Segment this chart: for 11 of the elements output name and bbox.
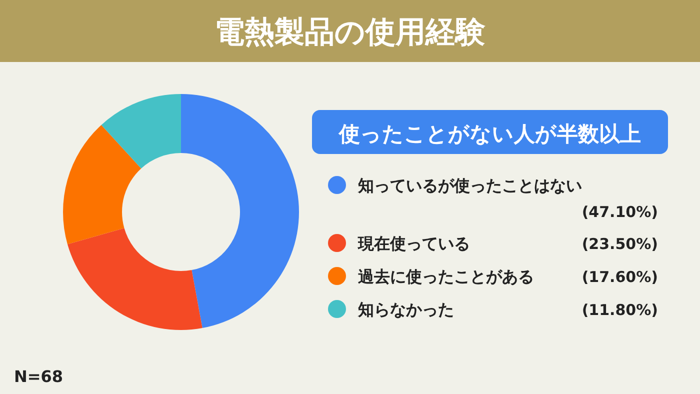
legend-label: 過去に使ったことがある xyxy=(357,267,534,286)
data-label: (17.60%) xyxy=(582,268,658,286)
text: 使ったことがない人が半数以上 xyxy=(338,122,641,146)
data-label: (23.50%) xyxy=(582,235,658,253)
data-label: (11.80%) xyxy=(582,301,658,319)
data-label: (47.10%) xyxy=(582,203,658,221)
legend-label: 知っているが使ったことはない xyxy=(357,176,582,195)
chart-title: 電熱製品の使用経験 xyxy=(214,15,486,50)
legend-label: 知らなかった xyxy=(357,300,454,319)
text: N=68 xyxy=(14,367,64,386)
legend-label: 現在使っている xyxy=(357,234,470,253)
